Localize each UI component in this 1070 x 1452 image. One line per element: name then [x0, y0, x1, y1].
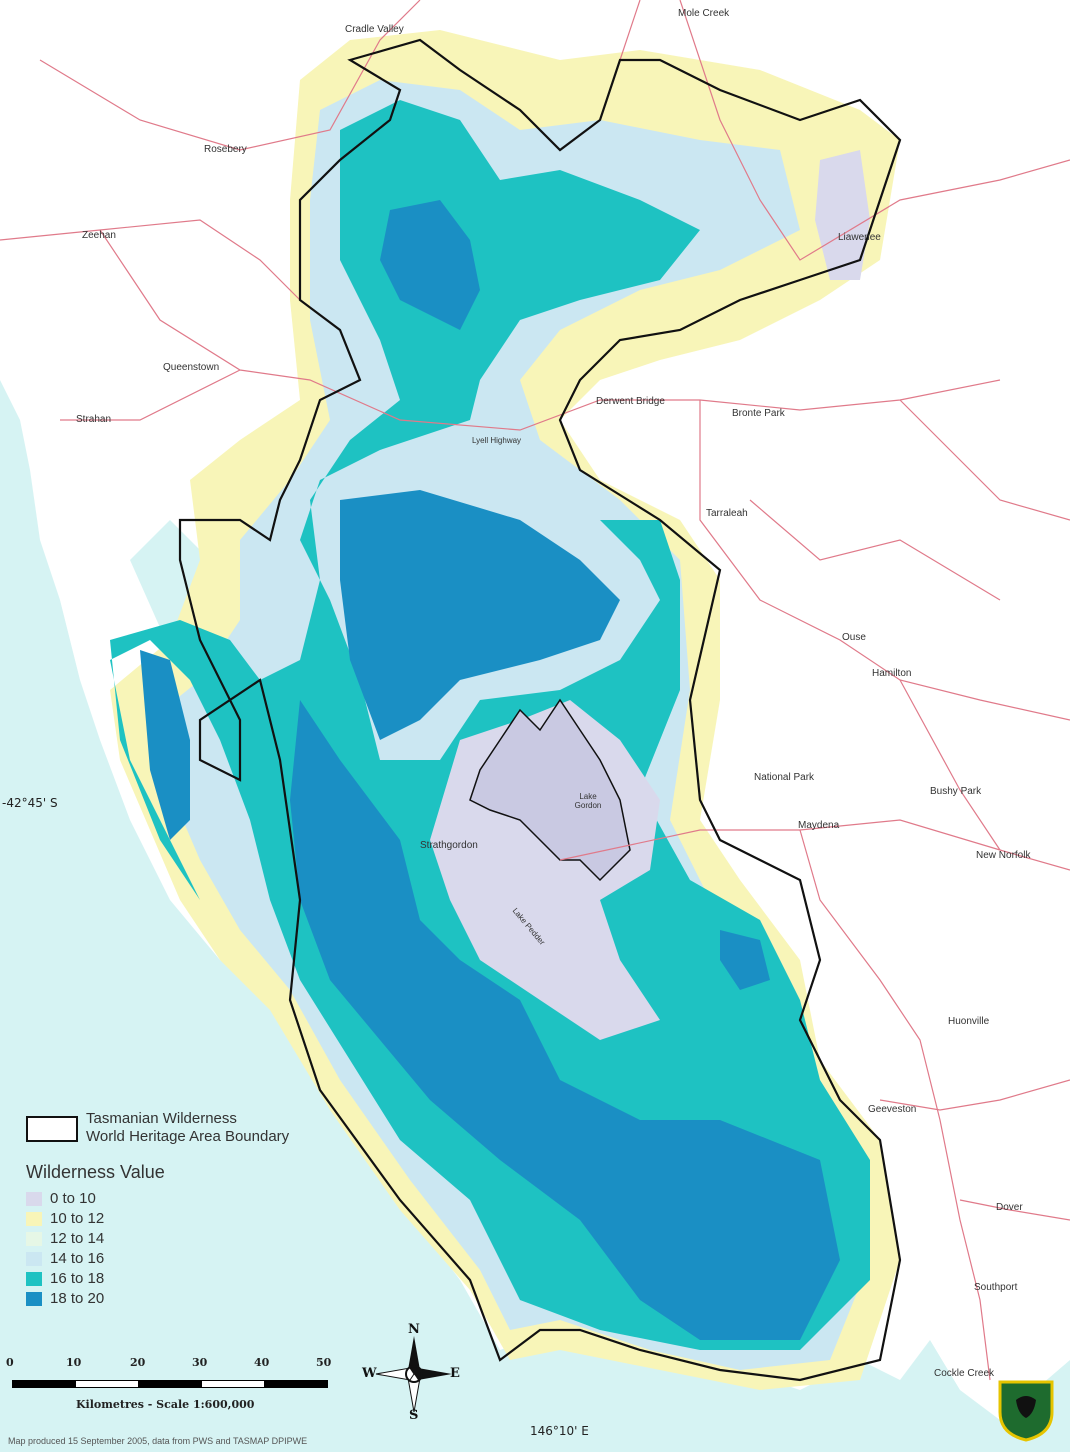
legend-swatch — [26, 1252, 42, 1266]
legend-swatch — [26, 1212, 42, 1226]
zone-16-18 — [110, 100, 870, 1350]
scale-tick: 50 — [316, 1356, 332, 1369]
place-label: Strahan — [76, 414, 112, 425]
scale-segment — [201, 1380, 265, 1388]
legend-label: 0 to 10 — [50, 1190, 96, 1207]
place-label: Bushy Park — [930, 786, 982, 797]
compass-east: E — [450, 1366, 460, 1381]
compass-north: N — [408, 1322, 420, 1337]
scale-tick: 30 — [192, 1356, 208, 1369]
road-network — [0, 0, 1070, 1381]
place-label: Queenstown — [163, 362, 220, 373]
scale-segment — [264, 1380, 328, 1388]
boundary-line2: World Heritage Area Boundary — [86, 1128, 290, 1145]
scale-caption: Kilometres - Scale 1:600,000 — [76, 1398, 255, 1411]
scale-bar: 0 10 20 30 40 50 Kilometres - Scale 1:60… — [6, 1356, 336, 1416]
scale-tick: 0 — [6, 1356, 14, 1369]
place-label: Strathgordon — [420, 840, 478, 851]
legend-swatch — [26, 1292, 42, 1306]
legend-label: 10 to 12 — [50, 1210, 105, 1227]
boundary-legend-text: Tasmanian Wilderness World Heritage Area… — [86, 1110, 289, 1146]
map-credit: Map produced 15 September 2005, data fro… — [8, 1436, 308, 1446]
compass-rose: N S W E — [362, 1322, 462, 1423]
place-label: Zeehan — [82, 230, 116, 241]
zone-18-20-east — [720, 930, 770, 990]
place-label: New Norfolk — [976, 850, 1031, 861]
scale-segment — [138, 1380, 202, 1388]
legend-swatch — [26, 1192, 42, 1206]
zone-18-20-central — [340, 490, 620, 740]
place-label: Mole Creek — [678, 8, 730, 19]
place-label: Lake Gordon — [574, 792, 602, 810]
place-label: Huonville — [948, 1016, 990, 1027]
place-label: Cockle Creek — [934, 1368, 995, 1379]
latitude-label: -42°45' S — [2, 796, 58, 810]
legend-label: 12 to 14 — [50, 1230, 105, 1247]
legend-label: 14 to 16 — [50, 1250, 105, 1267]
legend-label: 18 to 20 — [50, 1290, 105, 1307]
place-label: Ouse — [842, 632, 866, 643]
place-label: Derwent Bridge — [596, 396, 665, 407]
legend-title: Wilderness Value — [26, 1162, 165, 1182]
boundary-line1: Tasmanian Wilderness — [86, 1110, 237, 1127]
scale-tick: 40 — [254, 1356, 270, 1369]
longitude-label: 146°10' E — [530, 1424, 589, 1438]
place-label: Liawenee — [838, 232, 881, 243]
place-label: Lyell Highway — [472, 436, 522, 445]
legend-swatch — [26, 1232, 42, 1246]
place-label: Bronte Park — [732, 408, 785, 419]
place-label: Cradle Valley — [345, 24, 404, 35]
scale-tick: 20 — [130, 1356, 146, 1369]
place-label: Geeveston — [868, 1104, 917, 1115]
scale-segment — [75, 1380, 139, 1388]
boundary-swatch — [26, 1116, 78, 1142]
place-label: Maydena — [798, 820, 840, 831]
compass-south: S — [409, 1408, 419, 1423]
zone-18-20-west — [140, 650, 190, 840]
agency-logo-icon — [998, 1380, 1054, 1442]
scale-tick: 10 — [66, 1356, 82, 1369]
legend-swatch — [26, 1272, 42, 1286]
zone-18-20-north — [380, 200, 480, 330]
scale-segment — [12, 1380, 76, 1388]
heritage-boundary — [178, 38, 902, 1382]
place-label: Dover — [996, 1202, 1023, 1213]
compass-icon — [375, 1336, 452, 1413]
place-label: National Park — [754, 772, 815, 783]
place-label: Southport — [974, 1282, 1018, 1293]
compass-west: W — [362, 1366, 377, 1381]
zone-0-10-liawenee — [815, 150, 870, 280]
zone-18-20-southwest — [290, 700, 840, 1340]
lake-gordon-shape — [469, 698, 631, 882]
place-label: Hamilton — [872, 668, 912, 679]
place-label: Rosebery — [204, 144, 247, 155]
place-label: Tarraleah — [706, 508, 748, 519]
legend-label: 16 to 18 — [50, 1270, 105, 1287]
